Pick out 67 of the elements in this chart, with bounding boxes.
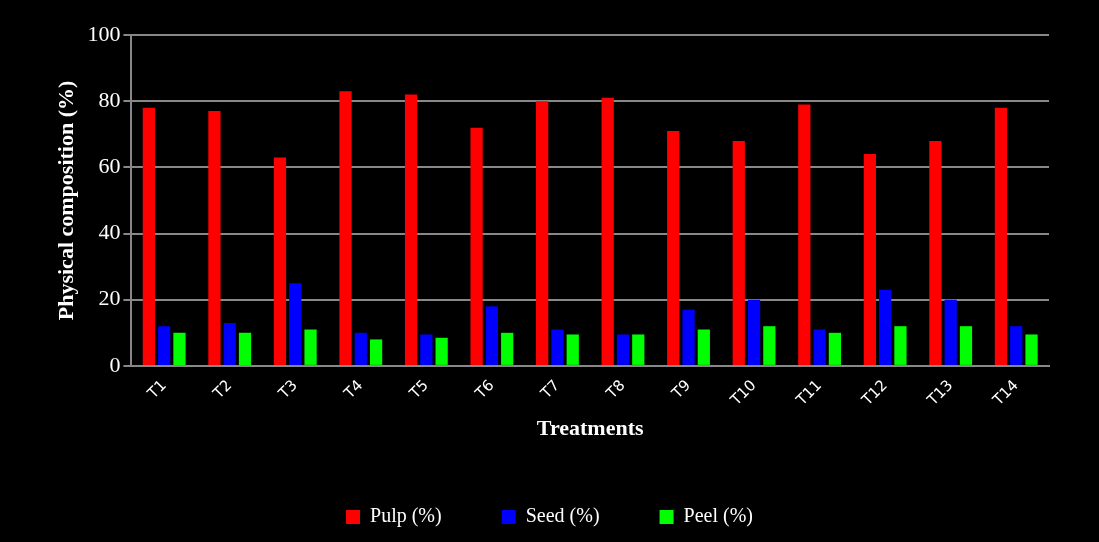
bar	[420, 334, 433, 365]
y-tick-label: 20	[98, 285, 121, 311]
x-tick-label: T14	[988, 376, 1022, 410]
x-tick-label: T7	[536, 376, 564, 403]
bar	[289, 283, 302, 365]
bar	[798, 104, 811, 365]
bar	[404, 94, 418, 365]
bar	[863, 154, 876, 365]
bar	[354, 332, 367, 365]
x-tick-label: T8	[601, 376, 629, 403]
x-tick-label: T9	[667, 376, 695, 403]
bar	[959, 326, 973, 365]
bar	[369, 339, 383, 365]
bar	[304, 329, 317, 365]
y-tick-label: 0	[109, 351, 121, 377]
bar	[238, 332, 252, 365]
x-tick-label: T2	[208, 376, 236, 403]
bar	[536, 101, 549, 365]
bar	[501, 332, 514, 365]
bar	[1010, 326, 1023, 365]
bar	[1025, 334, 1038, 365]
x-tick-label: T6	[470, 376, 498, 403]
bar	[732, 140, 745, 365]
bar	[929, 140, 942, 365]
bar	[682, 309, 695, 365]
bar	[763, 326, 776, 365]
bar	[273, 157, 287, 365]
legend-label: Seed (%)	[525, 504, 600, 528]
x-tick-label: T10	[726, 376, 760, 410]
bar	[994, 107, 1008, 365]
x-tick-label: T3	[274, 376, 301, 403]
x-tick-label: T13	[922, 376, 957, 410]
bar	[813, 329, 826, 365]
bar	[142, 107, 155, 365]
bar	[470, 127, 483, 365]
bar	[894, 326, 907, 365]
legend-label: Pulp (%)	[370, 504, 442, 528]
bar	[223, 322, 236, 365]
y-tick-label: 60	[98, 153, 121, 179]
bar	[173, 332, 186, 365]
bar	[551, 329, 564, 365]
y-tick-label: 80	[98, 86, 121, 112]
x-tick-label: T4	[339, 376, 367, 403]
bar	[566, 334, 579, 365]
x-axis-title: Treatments	[536, 415, 644, 441]
bar	[208, 111, 221, 365]
bar	[632, 334, 645, 365]
bar	[697, 329, 710, 365]
bar	[828, 332, 842, 365]
bar	[616, 334, 630, 365]
bar	[747, 299, 761, 365]
bar	[158, 326, 171, 365]
bar	[339, 91, 352, 365]
bar	[485, 306, 498, 365]
y-tick-label: 40	[98, 219, 121, 245]
bar	[435, 337, 448, 365]
y-tick-label: 100	[87, 20, 121, 46]
bar	[944, 299, 957, 365]
x-tick-label: T1	[143, 376, 170, 403]
bar	[879, 289, 892, 365]
x-tick-label: T11	[791, 376, 826, 410]
bar	[601, 97, 614, 365]
x-tick-label: T12	[857, 376, 891, 410]
legend-label: Peel (%)	[683, 504, 753, 528]
x-tick-label: T5	[405, 376, 432, 403]
y-axis-title: Physical composition (%)	[52, 80, 78, 321]
bar	[667, 130, 680, 365]
